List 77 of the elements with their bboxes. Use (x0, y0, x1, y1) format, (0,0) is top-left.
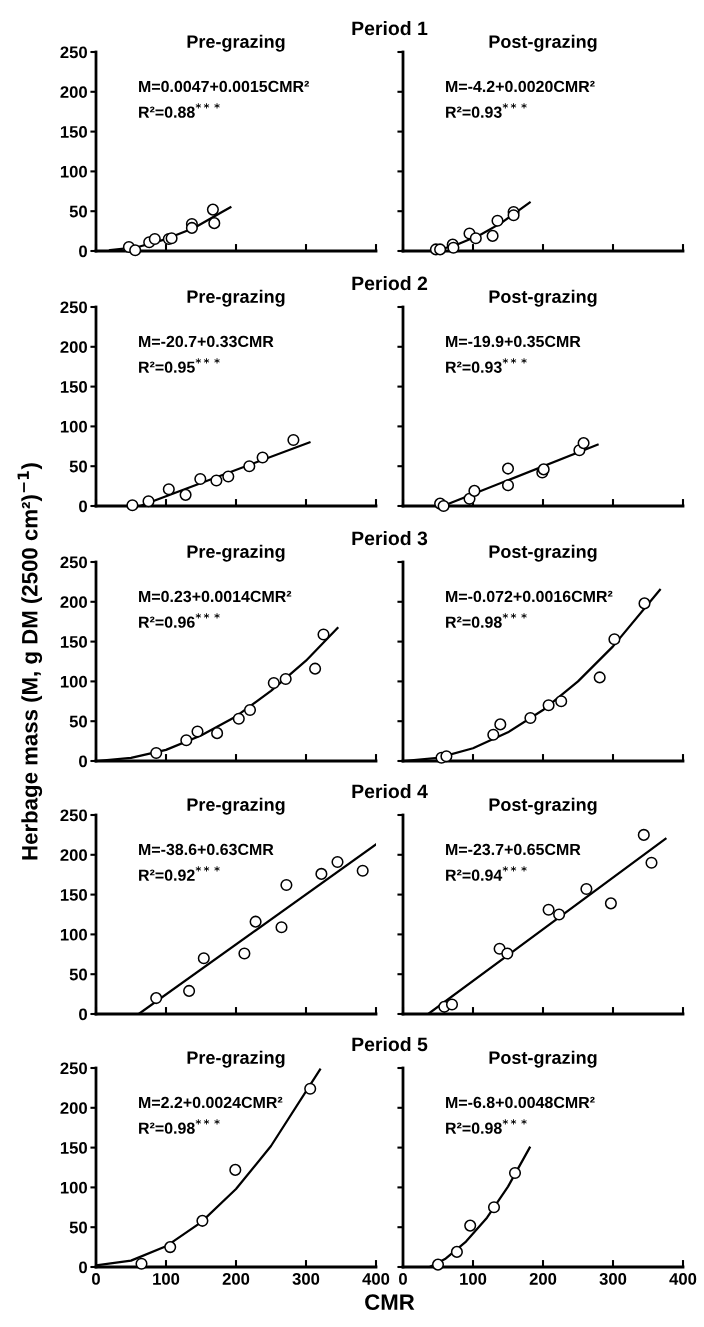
chart-title: Pre-grazing (187, 289, 285, 307)
annotation: M=-6.8+0.0048CMR² (446, 1096, 595, 1109)
x-tick-label: 0 (399, 1273, 407, 1285)
y-tick-label: 100 (60, 1181, 87, 1194)
annotation: M=-4.2+0.0020CMR² (446, 80, 595, 93)
annotation: R²=0.98$^{***}$ (446, 1119, 527, 1134)
x-tick-label: 100 (153, 1273, 180, 1285)
y-tick-label: 100 (60, 675, 87, 688)
y-tick-label: 0 (79, 500, 87, 513)
x-tick-label: 100 (460, 1273, 487, 1285)
y-tick-label: 200 (60, 849, 87, 861)
annotation: M=-38.6+0.63CMR (139, 843, 274, 856)
chart-title: Pre-grazing (187, 34, 285, 52)
x-tick-label: 400 (669, 1273, 697, 1285)
y-tick-label: 200 (60, 596, 87, 608)
y-tick-label: 50 (69, 460, 87, 473)
annotation: M=2.2+0.0024CMR² (139, 1096, 283, 1109)
y-tick-label: 0 (79, 1008, 87, 1021)
chart-subtitle: Period 5 (352, 1036, 428, 1052)
x-tick-label: 200 (222, 1273, 250, 1285)
y-tick-label: 250 (60, 809, 87, 822)
chart-title: Post-grazing (489, 34, 597, 52)
y-tick-label: 50 (69, 205, 87, 218)
annotation: R²=0.94$^{***}$ (446, 866, 527, 881)
y-tick-label: 200 (60, 341, 87, 353)
y-tick-label: 0 (79, 1261, 87, 1274)
y-tick-label: 100 (60, 165, 87, 178)
y-axis-title: Herbage mass (M, g DM (2500 cm²)$^{−1}$) (17, 463, 43, 860)
x-tick-label: 300 (599, 1273, 627, 1285)
y-tick-label: 100 (60, 928, 87, 941)
chart-subtitle: Period 2 (352, 275, 428, 291)
annotation: R²=0.98$^{***}$ (446, 613, 527, 628)
y-tick-label: 150 (60, 889, 87, 901)
y-tick-label: 0 (79, 755, 87, 768)
y-tick-label: 50 (69, 1221, 87, 1234)
chart-title: Post-grazing (489, 797, 597, 815)
annotation: R²=0.88$^{***}$ (139, 103, 220, 118)
annotation: M=-19.9+0.35CMR (446, 335, 581, 348)
annotation: M=0.0047+0.0015CMR² (139, 80, 310, 93)
y-tick-label: 250 (60, 556, 87, 569)
y-tick-label: 0 (79, 245, 87, 258)
y-tick-label: 150 (60, 126, 87, 138)
chart-title: Pre-grazing (187, 544, 285, 562)
chart-title: Post-grazing (489, 544, 597, 562)
x-tick-label: 300 (292, 1273, 320, 1285)
annotation: R²=0.96$^{***}$ (139, 613, 220, 628)
annotation: R²=0.95$^{***}$ (139, 358, 220, 373)
annotation: M=-23.7+0.65CMR (446, 843, 581, 856)
annotation: R²=0.93$^{***}$ (446, 103, 527, 118)
y-tick-label: 200 (60, 1102, 87, 1114)
annotation: M=-20.7+0.33CMR (139, 335, 274, 348)
chart-title: Pre-grazing (187, 1050, 285, 1068)
annotation: R²=0.93$^{***}$ (446, 358, 527, 373)
chart-title: Post-grazing (489, 289, 597, 307)
y-tick-label: 250 (60, 1062, 87, 1075)
y-tick-label: 100 (60, 420, 87, 433)
x-tick-label: 400 (362, 1273, 390, 1285)
y-tick-label: 50 (69, 715, 87, 728)
y-tick-label: 200 (60, 86, 87, 98)
y-tick-label: 250 (60, 301, 87, 314)
x-axis-title: CMR (365, 1294, 415, 1310)
chart-title: Post-grazing (489, 1050, 597, 1068)
annotation: R²=0.92$^{***}$ (139, 866, 220, 881)
y-tick-label: 150 (60, 1142, 87, 1154)
annotation: M=-0.072+0.0016CMR² (446, 590, 613, 603)
y-tick-label: 250 (60, 46, 87, 59)
x-tick-label: 0 (92, 1273, 100, 1285)
annotation: M=0.23+0.0014CMR² (139, 590, 292, 603)
chart-subtitle: Period 3 (352, 530, 428, 546)
y-tick-label: 150 (60, 636, 87, 648)
x-tick-label: 200 (529, 1273, 557, 1285)
chart-subtitle: Period 4 (352, 783, 428, 799)
chart-subtitle: Period 1 (352, 20, 428, 36)
y-tick-label: 50 (69, 968, 87, 981)
chart-title: Pre-grazing (187, 797, 285, 815)
y-tick-label: 150 (60, 381, 87, 393)
annotation: R²=0.98$^{***}$ (139, 1119, 220, 1134)
